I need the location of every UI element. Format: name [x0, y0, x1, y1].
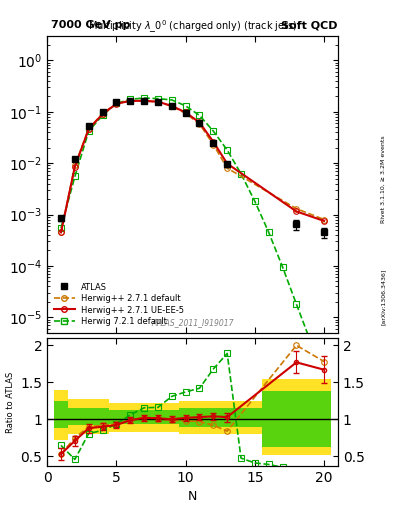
X-axis label: N: N — [188, 490, 197, 503]
Text: Soft QCD: Soft QCD — [281, 20, 338, 30]
Legend: ATLAS, Herwig++ 2.7.1 default, Herwig++ 2.7.1 UE-EE-5, Herwig 7.2.1 default: ATLAS, Herwig++ 2.7.1 default, Herwig++ … — [51, 280, 187, 329]
Text: Rivet 3.1.10, ≥ 3.2M events: Rivet 3.1.10, ≥ 3.2M events — [381, 135, 386, 223]
Title: Multiplicity $\lambda\_0^0$ (charged only) (track jets): Multiplicity $\lambda\_0^0$ (charged onl… — [88, 18, 298, 35]
Text: ATLAS_2011_I919017: ATLAS_2011_I919017 — [151, 318, 234, 327]
Text: 7000 GeV pp: 7000 GeV pp — [51, 20, 130, 30]
Text: [arXiv:1306.3436]: [arXiv:1306.3436] — [381, 269, 386, 325]
Y-axis label: Ratio to ATLAS: Ratio to ATLAS — [6, 371, 15, 433]
